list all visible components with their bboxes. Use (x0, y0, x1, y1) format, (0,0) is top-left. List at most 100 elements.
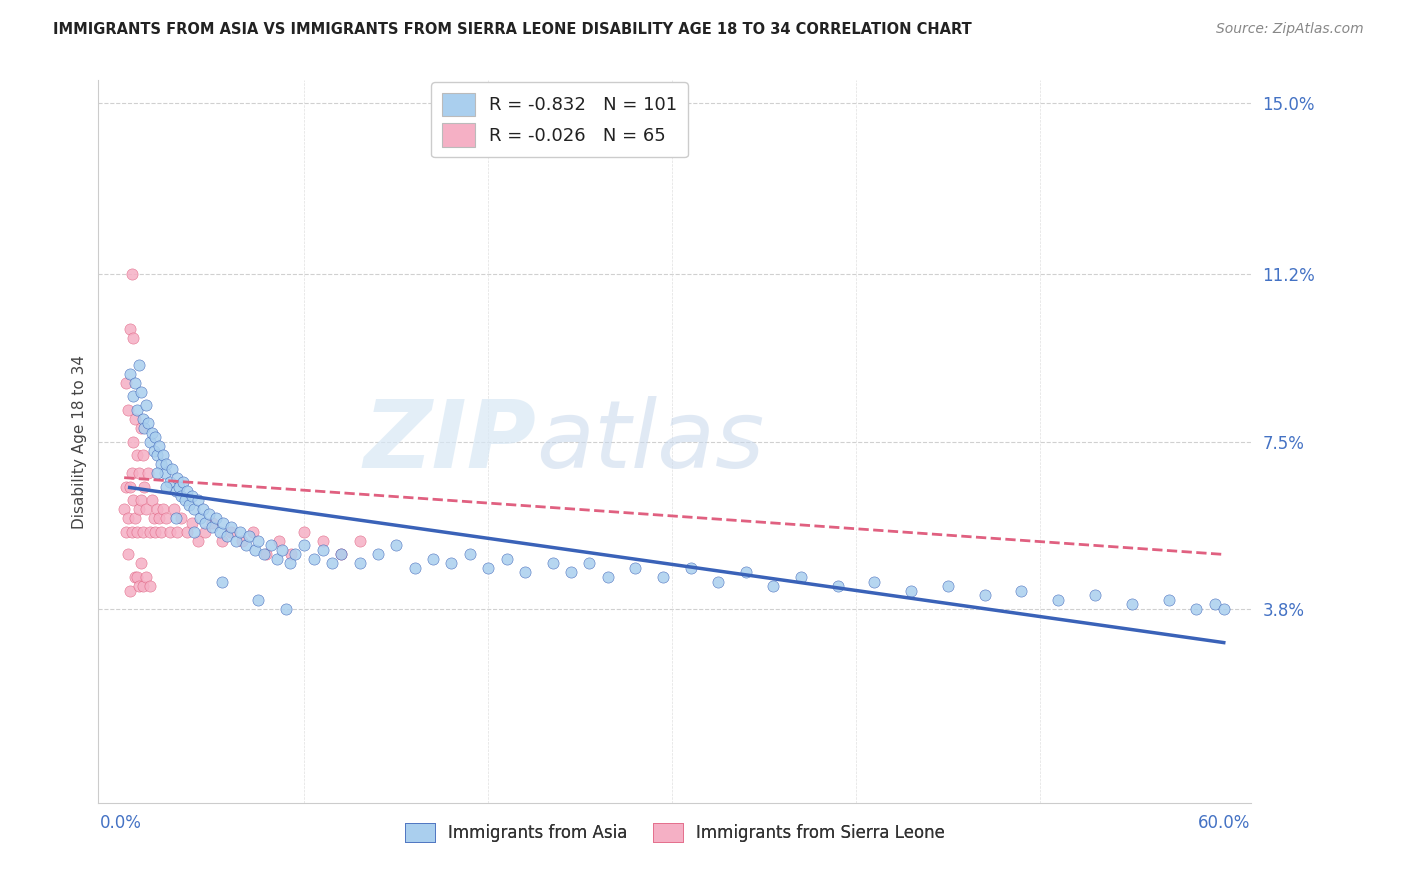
Point (121, 466, 143, 480)
Point (330, 548, 353, 562)
Point (134, 480, 156, 494)
Point (193, 502, 215, 516)
Point (267, 533, 290, 548)
Point (136, 466, 159, 480)
Point (146, 466, 169, 480)
Point (176, 524, 198, 539)
Point (166, 524, 188, 539)
Point (243, 542, 266, 557)
Point (176, 484, 198, 499)
Point (128, 358, 150, 372)
Point (292, 524, 315, 539)
Point (1121, 597, 1143, 611)
Point (330, 548, 353, 562)
Point (247, 592, 270, 607)
Point (541, 557, 564, 571)
Point (183, 524, 205, 539)
Point (560, 566, 582, 580)
Text: IMMIGRANTS FROM ASIA VS IMMIGRANTS FROM SIERRA LEONE DISABILITY AGE 18 TO 34 COR: IMMIGRANTS FROM ASIA VS IMMIGRANTS FROM … (53, 22, 972, 37)
Point (170, 489, 193, 503)
Point (160, 461, 183, 475)
Point (1185, 601, 1208, 615)
Point (149, 524, 172, 539)
Point (312, 533, 335, 548)
Point (115, 524, 138, 539)
Point (153, 466, 176, 480)
Point (131, 579, 153, 593)
Point (142, 443, 165, 458)
Point (225, 533, 247, 548)
Point (208, 524, 231, 539)
Point (155, 480, 177, 494)
Point (117, 511, 139, 525)
Point (762, 579, 785, 593)
Point (260, 538, 283, 552)
Point (292, 538, 315, 552)
Point (124, 511, 146, 525)
Point (131, 412, 153, 426)
Point (217, 529, 239, 543)
Point (422, 552, 444, 566)
Point (117, 548, 139, 562)
Point (148, 439, 170, 453)
Point (159, 475, 181, 490)
Point (148, 511, 170, 525)
Point (188, 511, 211, 525)
Point (266, 552, 288, 566)
Point (135, 502, 157, 516)
Point (139, 524, 162, 539)
Point (973, 588, 995, 602)
Point (163, 502, 186, 516)
Point (247, 533, 270, 548)
Point (173, 493, 195, 508)
Point (125, 524, 148, 539)
Point (146, 502, 169, 516)
Point (312, 542, 335, 557)
Point (141, 493, 163, 508)
Point (136, 417, 159, 431)
Point (124, 412, 146, 426)
Point (135, 570, 157, 584)
Point (349, 557, 371, 571)
Point (284, 548, 307, 562)
Point (121, 524, 143, 539)
Point (194, 524, 217, 539)
Point (194, 516, 217, 530)
Legend: Immigrants from Asia, Immigrants from Sierra Leone: Immigrants from Asia, Immigrants from Si… (398, 816, 952, 848)
Point (1157, 592, 1180, 607)
Point (129, 493, 152, 508)
Point (578, 557, 600, 571)
Point (118, 321, 141, 335)
Point (679, 561, 702, 575)
Point (142, 511, 165, 525)
Point (936, 579, 959, 593)
Point (238, 529, 260, 543)
Point (166, 470, 188, 484)
Point (115, 480, 138, 494)
Point (495, 552, 517, 566)
Text: atlas: atlas (537, 396, 765, 487)
Point (129, 384, 152, 399)
Point (367, 548, 389, 562)
Point (128, 579, 150, 593)
Point (177, 498, 200, 512)
Point (128, 466, 150, 480)
Point (141, 425, 163, 440)
Point (1204, 597, 1226, 611)
Point (1212, 601, 1234, 615)
Point (122, 389, 145, 403)
Point (231, 533, 253, 548)
Point (187, 493, 209, 508)
Point (212, 516, 235, 530)
Point (271, 542, 294, 557)
Point (790, 570, 813, 584)
Point (458, 548, 481, 562)
Point (170, 511, 193, 525)
Point (159, 524, 181, 539)
Point (211, 574, 233, 589)
Point (513, 566, 536, 580)
Text: ZIP: ZIP (364, 395, 537, 488)
Point (128, 502, 150, 516)
Point (181, 489, 204, 503)
Point (134, 421, 156, 435)
